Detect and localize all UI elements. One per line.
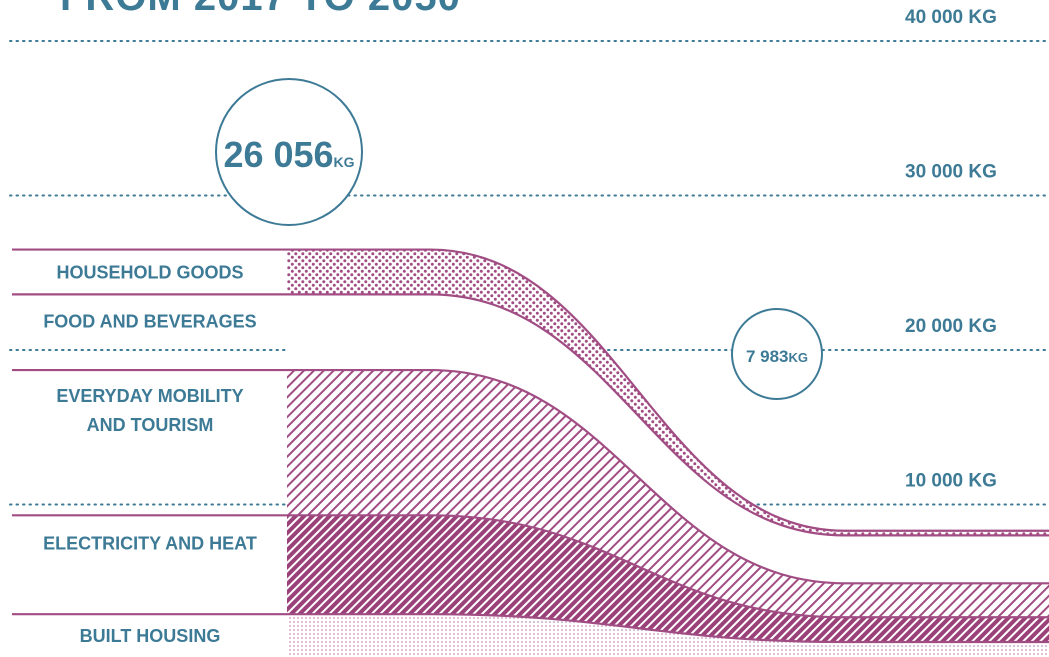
total-circle-2050 [731,308,823,400]
total-circle-2017 [215,78,363,226]
boundary-line-built-housing [12,613,1049,644]
category-label-everyday-mobility-and-tourism: EVERYDAY MOBILITY [56,386,243,406]
y-tick-label: 40 000 KG [905,7,997,28]
chart-title: FROM 2017 TO 2050 [60,0,461,19]
band-everyday-mobility-and-tourism [287,370,1049,618]
total-callouts: 26 056KG 7 983KG [215,78,823,400]
category-label-food-and-beverages: FOOD AND BEVERAGES [43,311,256,331]
boundary-line-food-and-beverages [12,293,1049,537]
category-label-electricity-and-heat: ELECTRICITY AND HEAT [43,533,257,553]
band-electricity-and-heat [287,515,1049,643]
boundary-line-household-goods [12,248,1049,532]
y-tick-label: 10 000 KG [905,471,997,492]
band-household-goods [287,249,1049,536]
category-label-built-housing: BUILT HOUSING [80,626,221,646]
boundary-line-everyday-mobility-and-tourism [12,368,1049,585]
total-label-2050: 7 983KG [746,347,808,366]
y-tick-label: 30 000 KG [905,162,997,183]
category-labels: BUILT HOUSING ELECTRICITY AND HEAT EVERYDA… [43,263,257,647]
category-label-everyday-mobility-and-tourism: AND TOURISM [87,415,214,435]
stacked-bands [12,248,1049,657]
total-label-2017: 26 056KG [223,134,354,175]
category-label-household-goods: HOUSEHOLD GOODS [56,263,243,283]
y-tick-labels: 10 000 KG 20 000 KG 30 000 KG 40 000 KG [905,7,997,492]
boundary-line-electricity-and-heat [12,514,1049,619]
y-tick-label: 20 000 KG [905,316,997,337]
band-built-housing [287,614,1049,657]
band-food-and-beverages [287,294,1049,584]
